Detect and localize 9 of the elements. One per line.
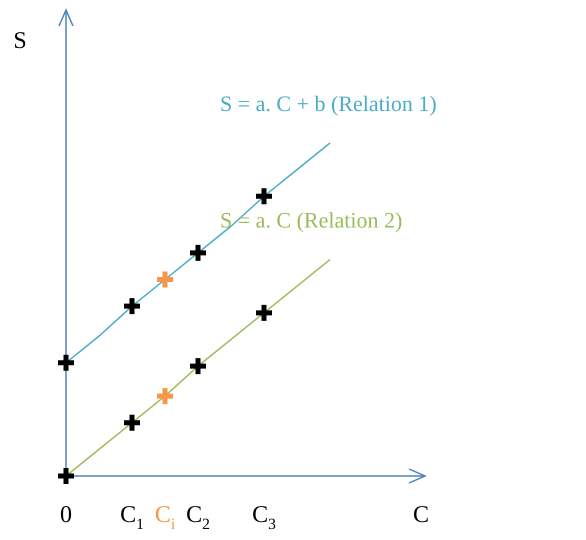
- series-label: S = a. C (Relation 2): [220, 208, 402, 233]
- x-tick-label: C$_{i}$: [154, 502, 176, 534]
- series-label: S = a. C + b (Relation 1): [220, 91, 437, 116]
- x-tick-label: C$_{1}$: [120, 502, 144, 534]
- x-tick-label: C$_{2}$: [186, 502, 210, 534]
- x-tick-label: C$_{3}$: [252, 502, 276, 534]
- y-axis-title: S: [13, 28, 27, 54]
- x-tick-label: 0: [60, 502, 72, 528]
- x-axis-title: C: [412, 502, 430, 528]
